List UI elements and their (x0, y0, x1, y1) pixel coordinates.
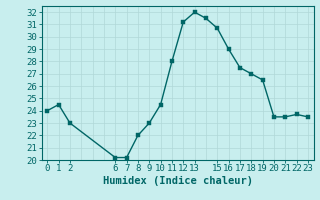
X-axis label: Humidex (Indice chaleur): Humidex (Indice chaleur) (103, 176, 252, 186)
